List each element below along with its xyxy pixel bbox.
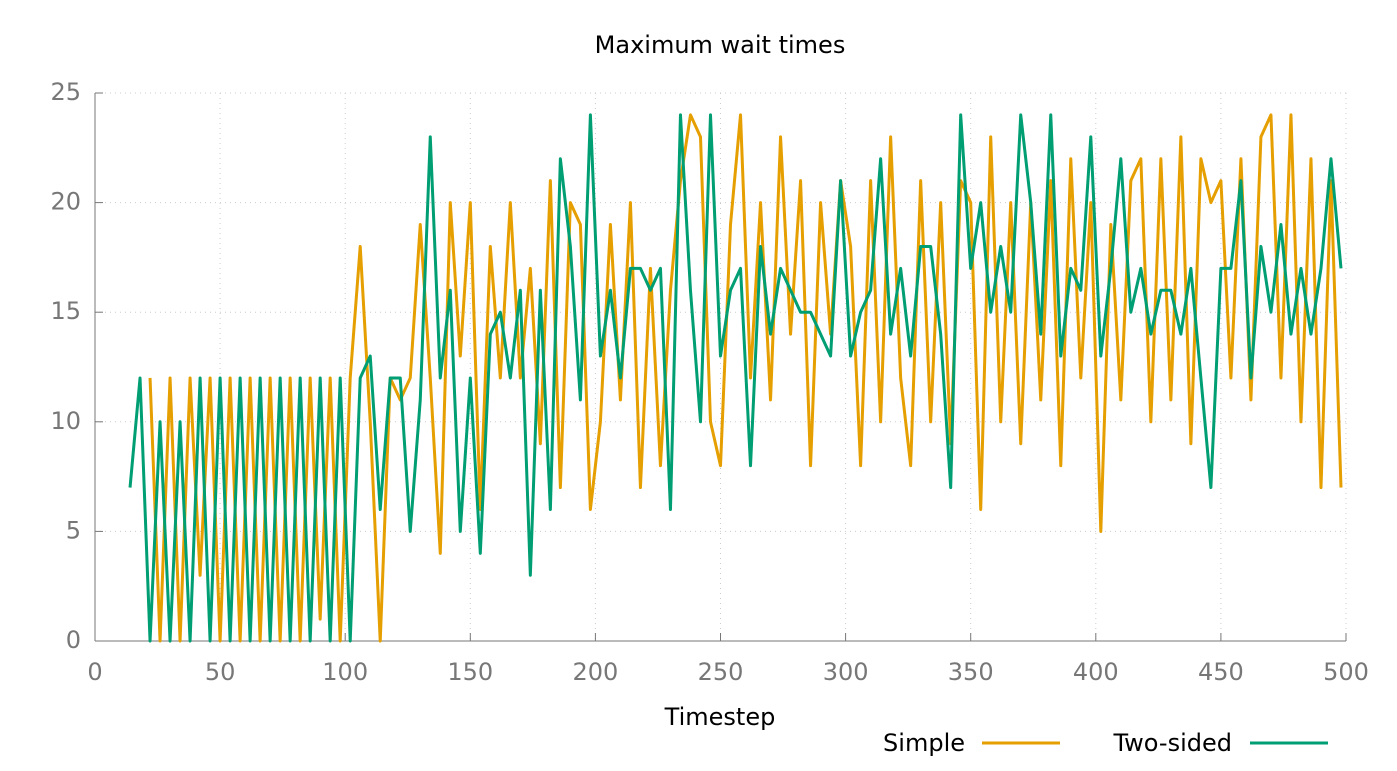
y-tick-label: 0 (66, 626, 81, 654)
x-tick-label: 0 (87, 658, 102, 686)
y-tick-label: 25 (50, 78, 81, 106)
x-tick-label: 200 (572, 658, 618, 686)
x-tick-label: 450 (1198, 658, 1244, 686)
y-tick-label: 15 (50, 297, 81, 325)
x-tick-label: 150 (447, 658, 493, 686)
data-line (148, 113, 1343, 643)
chart-title: Maximum wait times (595, 31, 846, 59)
x-tick-label: 300 (823, 658, 869, 686)
legend-label: Two-sided (1112, 729, 1232, 757)
x-tick-label: 350 (948, 658, 994, 686)
data-line (128, 113, 1343, 643)
legend-label: Simple (883, 729, 965, 757)
y-tick-label: 5 (66, 516, 81, 544)
x-tick-label: 250 (698, 658, 744, 686)
x-axis-label: Timestep (664, 703, 776, 731)
y-tick-label: 10 (50, 407, 81, 435)
x-tick-label: 500 (1323, 658, 1369, 686)
y-tick-label: 20 (50, 188, 81, 216)
x-tick-label: 100 (322, 658, 368, 686)
x-tick-label: 400 (1073, 658, 1119, 686)
x-tick-label: 50 (205, 658, 236, 686)
